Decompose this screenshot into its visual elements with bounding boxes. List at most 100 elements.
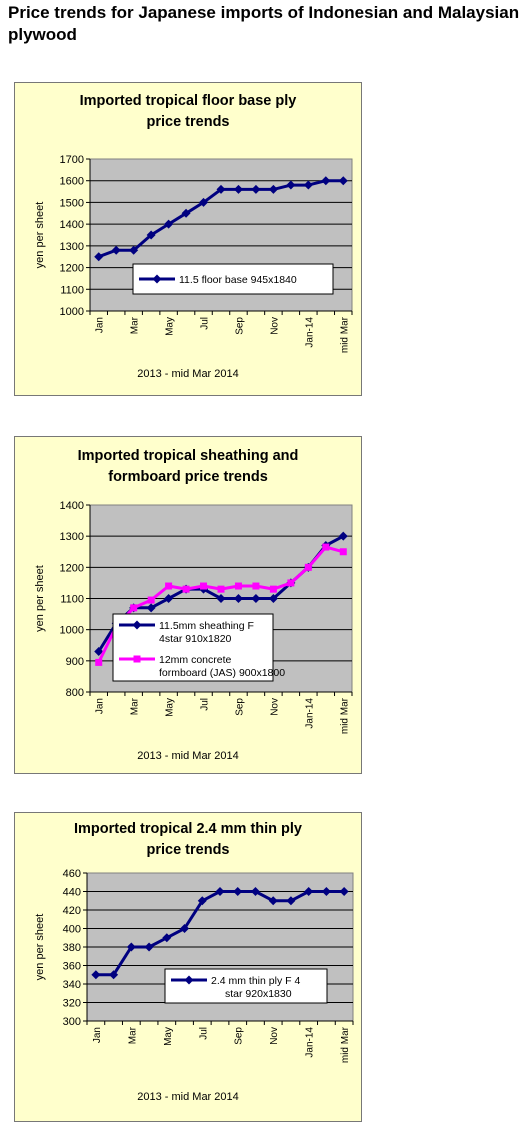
data-point [339,887,349,896]
data-point [303,180,313,190]
x-tick-label: Mar [130,697,141,715]
chart-title: Imported tropical sheathing and formboar… [15,446,361,488]
x-tick-label: Sep [234,317,245,335]
x-tick-label: Jul [200,698,211,711]
legend-marker [132,620,142,630]
x-tick-label: Sep [234,698,245,716]
chart-title-line-2: formboard price trends [108,469,268,485]
y-tick-label: 1600 [60,176,84,188]
chart-title-line-1: Imported tropical floor base ply [79,93,297,109]
y-tick-label: 360 [63,961,81,973]
data-point [304,563,312,571]
data-point [147,596,155,604]
data-point [94,646,104,656]
x-tick-label: Jan [95,317,106,333]
x-tick-label: May [165,317,176,336]
x-tick-label: Mar [130,316,141,334]
data-point [144,942,154,952]
y-tick-label: 340 [63,979,81,991]
data-point [215,887,225,896]
data-point [233,887,243,896]
legend-marker [184,975,194,985]
data-point [268,184,278,194]
x-tick-label: May [165,698,176,717]
data-point [338,176,348,186]
chart-canvas: 1000 1100 1200 1300 1400 1500 1600 1700 Jan Mar Ma… [34,154,353,353]
x-tick-label: Nov [269,1027,280,1045]
chart-title-line-1: Imported tropical sheathing and [77,448,299,464]
y-axis-label: yen per sheet [34,202,46,269]
data-point [126,942,136,952]
y-tick-label: 420 [63,905,81,917]
y-tick-label: 1000 [60,625,84,637]
x-axis-label: 2013 - mid Mar 2014 [137,1091,239,1103]
floor-base-ply-chart: Imported tropical floor base ply price t… [14,82,362,396]
y-tick-label: 1100 [60,594,84,606]
data-point [338,531,348,541]
y-tick-label: 1100 [60,284,84,296]
data-point [339,548,347,556]
x-tick-label: Jul [198,1027,209,1040]
chart-title-line-1: Imported tropical 2.4 mm thin ply [73,821,302,837]
x-tick-label: May [163,1027,174,1046]
x-tick-label: Nov [269,698,280,716]
y-tick-label: 1400 [60,500,84,512]
data-point [233,594,243,603]
x-tick-label: Jan-14 [304,698,315,729]
data-point [111,245,121,255]
x-axis-label: 2013 - mid Mar 2014 [137,368,239,380]
y-tick-label: 1200 [60,562,84,574]
x-tick-label: mid Mar [339,697,350,734]
data-point [129,245,139,255]
data-point [322,543,330,551]
data-point [199,197,209,207]
data-point [200,582,208,590]
legend-marker [133,655,141,663]
data-point [162,933,172,943]
chart-title: Imported tropical 2.4 mm thin ply price … [15,819,361,861]
y-tick-label: 1300 [60,241,84,253]
data-point [304,887,314,896]
data-point [269,585,277,593]
data-point [216,184,226,194]
y-tick-label: 1200 [60,263,84,275]
data-point [180,924,190,933]
data-point [217,585,225,593]
data-point [94,252,104,262]
sheathing-formboard-chart: Imported tropical sheathing and formboar… [14,436,362,774]
x-tick-label: Sep [234,1027,245,1045]
y-tick-label: 800 [66,687,84,699]
data-point [164,219,174,229]
x-tick-label: Jan-14 [304,317,315,348]
data-point [165,582,173,590]
x-tick-label: Jan [95,698,106,714]
data-point [182,585,190,593]
y-tick-label: 400 [63,924,81,936]
data-point [181,208,191,218]
data-point [146,603,156,613]
legend [164,968,328,1004]
x-tick-label: Mar [127,1026,138,1044]
chart-title-line-2: price trends [146,842,230,858]
data-point [268,594,278,603]
data-point [286,180,296,190]
data-point [286,896,296,906]
data-point [268,896,278,906]
y-tick-label: 300 [63,1016,81,1028]
x-tick-label: Jul [200,317,211,330]
legend-label: 2.4 mm thin ply F 4 star 920x1830 [211,975,300,1000]
data-point [252,582,260,590]
y-axis-label: yen per sheet [34,565,46,632]
data-point [109,970,119,980]
chart-canvas: 300 320 340 360 380 400 420 440 460 Jan Mar May Jul S… [34,868,354,1063]
data-point [321,887,331,896]
thin-ply-chart: Imported tropical 2.4 mm thin ply price … [14,812,362,1122]
y-tick-label: 440 [63,887,81,899]
data-point [321,176,331,186]
y-tick-label: 380 [63,942,81,954]
x-axis-label: 2013 - mid Mar 2014 [137,750,239,762]
y-tick-label: 1400 [60,219,84,231]
data-point [91,970,101,980]
y-tick-label: 1700 [60,154,84,166]
data-point [233,184,243,194]
